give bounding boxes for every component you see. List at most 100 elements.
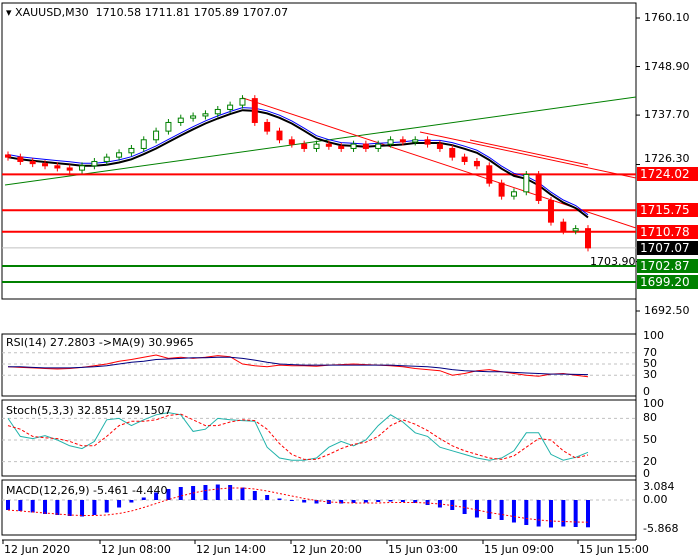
- candle-body: [29, 160, 36, 165]
- candle-body: [202, 113, 209, 117]
- candle-body: [535, 173, 542, 201]
- price-axis-label: 1703.90: [590, 254, 636, 268]
- stoch-axis-label: 20: [643, 454, 657, 468]
- candle-body: [128, 147, 135, 154]
- low-price: 1705.89: [193, 6, 240, 19]
- macd-histogram-bar: [586, 500, 590, 528]
- price-level-tag: 1707.07: [637, 240, 698, 255]
- time-axis-label: 15 Jun 15:00: [579, 543, 649, 556]
- candle-body: [54, 165, 61, 169]
- rsi-axis-label: 30: [643, 368, 657, 382]
- candle-body: [288, 139, 295, 145]
- candle-body: [190, 115, 197, 119]
- macd-signal-line: [7, 487, 589, 523]
- macd-histogram-bar: [487, 500, 492, 519]
- candle-body: [486, 165, 493, 184]
- price-axis-label: 1760.10: [644, 11, 690, 24]
- macd-histogram-bar: [252, 491, 257, 500]
- dropdown-triangle-icon[interactable]: ▾: [6, 6, 12, 19]
- stoch-axis-label: 50: [643, 433, 657, 446]
- candle-body: [572, 228, 579, 232]
- stoch-title: Stoch(5,3,3) 32.8514 29.1507: [6, 404, 172, 417]
- price-axis-label: 1692.50: [644, 304, 690, 317]
- rsi-axis-label: 70: [643, 345, 657, 359]
- macd-histogram-bar: [561, 500, 566, 527]
- macd-axis-label: -5.868: [643, 522, 679, 536]
- candle-body: [362, 143, 369, 149]
- macd-histogram-bar: [265, 495, 270, 500]
- candle-body: [498, 182, 505, 197]
- candle-body: [387, 139, 394, 145]
- candle-body: [227, 104, 234, 110]
- candle-body: [523, 173, 530, 193]
- macd-histogram-bar: [289, 500, 294, 501]
- candle-body: [165, 121, 172, 132]
- macd-histogram-bar: [18, 500, 23, 511]
- candle-body: [461, 156, 468, 162]
- candle-body: [473, 160, 480, 167]
- candle-body: [214, 108, 221, 115]
- candle-body: [375, 143, 382, 149]
- candle-body: [140, 139, 147, 149]
- candle-body: [264, 121, 271, 132]
- candle-body: [5, 154, 11, 158]
- macd-histogram-bar: [92, 500, 97, 515]
- candle-body: [338, 145, 345, 149]
- candle-body: [79, 165, 86, 171]
- candle-body: [103, 156, 110, 162]
- macd-histogram-bar: [339, 500, 344, 504]
- price-level-tag: 1702.87: [637, 259, 698, 274]
- macd-histogram-bar: [499, 500, 504, 520]
- candle-body: [350, 143, 357, 149]
- candle-body: [449, 147, 456, 158]
- stoch-axis-label: 80: [643, 411, 657, 425]
- time-axis-label: 15 Jun 03:00: [388, 543, 458, 556]
- macd-axis-label: 3.084: [643, 479, 675, 493]
- rsi-line: [7, 354, 589, 378]
- macd-histogram-bar: [80, 500, 85, 517]
- candle-body: [42, 163, 49, 167]
- macd-histogram-bar: [363, 500, 368, 503]
- macd-histogram-bar: [43, 500, 48, 514]
- macd-histogram-bar: [548, 500, 553, 528]
- macd-histogram-bar: [228, 485, 233, 500]
- candle-body: [424, 139, 431, 145]
- macd-histogram-bar: [400, 500, 405, 502]
- stoch-k-line: [7, 412, 589, 461]
- close-price: 1707.07: [242, 6, 289, 19]
- macd-histogram-bar: [67, 500, 72, 516]
- trendline-down: [469, 139, 589, 166]
- price-axis-label: 1737.70: [644, 108, 690, 122]
- macd-histogram-bar: [104, 500, 109, 513]
- macd-histogram-bar: [511, 500, 516, 523]
- candle-body: [510, 191, 517, 197]
- stoch-axis-label: 100: [643, 397, 664, 410]
- macd-histogram-bar: [30, 500, 35, 513]
- trendline-up: [4, 96, 637, 186]
- macd-histogram-bar: [178, 487, 183, 500]
- macd-histogram-bar: [55, 500, 60, 515]
- rsi-ma-line: [8, 356, 589, 376]
- candle-body: [116, 152, 123, 158]
- macd-histogram-bar: [351, 500, 356, 503]
- high-price: 1711.81: [144, 6, 191, 19]
- macd-title: MACD(12,26,9) -5.461 -4.440: [6, 484, 168, 497]
- candle-body: [17, 156, 24, 162]
- candle-body: [436, 143, 443, 149]
- panel-frame: [1, 2, 637, 300]
- macd-histogram-bar: [573, 500, 578, 527]
- candle-body: [313, 143, 320, 149]
- macd-histogram-bar: [376, 500, 381, 502]
- macd-axis-label: 0.00: [643, 493, 668, 506]
- symbol-header: ▾ XAUUSD,M30 1710.58 1711.81 1705.89 170…: [6, 7, 288, 19]
- macd-histogram-bar: [6, 500, 10, 510]
- moving-average-line-blue: [7, 107, 589, 216]
- macd-histogram-bar: [474, 500, 479, 518]
- macd-histogram-bar: [166, 489, 171, 500]
- price-axis-label: 1726.30: [644, 152, 690, 165]
- macd-histogram-bar: [203, 485, 208, 500]
- candle-body: [547, 199, 554, 223]
- time-axis-label: 12 Jun 2020: [4, 543, 71, 556]
